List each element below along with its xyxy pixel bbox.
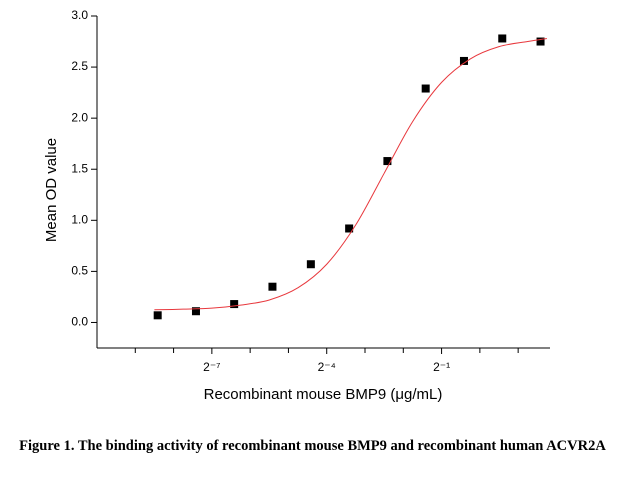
x-axis-label: Recombinant mouse BMP9 (μg/mL) [204, 386, 443, 403]
caption: Figure 1. The binding activity of recomb… [19, 438, 606, 454]
x-tick-label: 2⁻⁷ [203, 360, 220, 374]
data-point [345, 224, 354, 233]
y-tick-label: 1.0 [71, 212, 88, 226]
data-point [153, 311, 162, 320]
y-tick-label: 2.5 [71, 59, 88, 73]
y-axis-label: Mean OD value [43, 138, 60, 242]
data-point [230, 300, 239, 309]
fit-curve [154, 37, 547, 311]
data-point [191, 307, 200, 316]
x-tick-label: 2⁻¹ [433, 360, 450, 374]
data-point [306, 260, 315, 269]
chart: Mean OD value Recombinant mouse BMP9 (μg… [43, 8, 550, 403]
y-tick-label: 2.0 [71, 110, 88, 124]
data-point [421, 84, 430, 93]
data-point [459, 56, 468, 65]
y-tick-label: 0.0 [71, 315, 88, 329]
y-tick-label: 0.5 [71, 264, 88, 278]
data-point [536, 37, 545, 46]
y-tick-label: 1.5 [71, 161, 88, 175]
data-point [498, 34, 507, 43]
x-tick-label: 2⁻⁴ [318, 360, 336, 374]
y-tick-label: 3.0 [71, 8, 88, 22]
data-point [383, 157, 392, 166]
data-point [268, 282, 277, 291]
